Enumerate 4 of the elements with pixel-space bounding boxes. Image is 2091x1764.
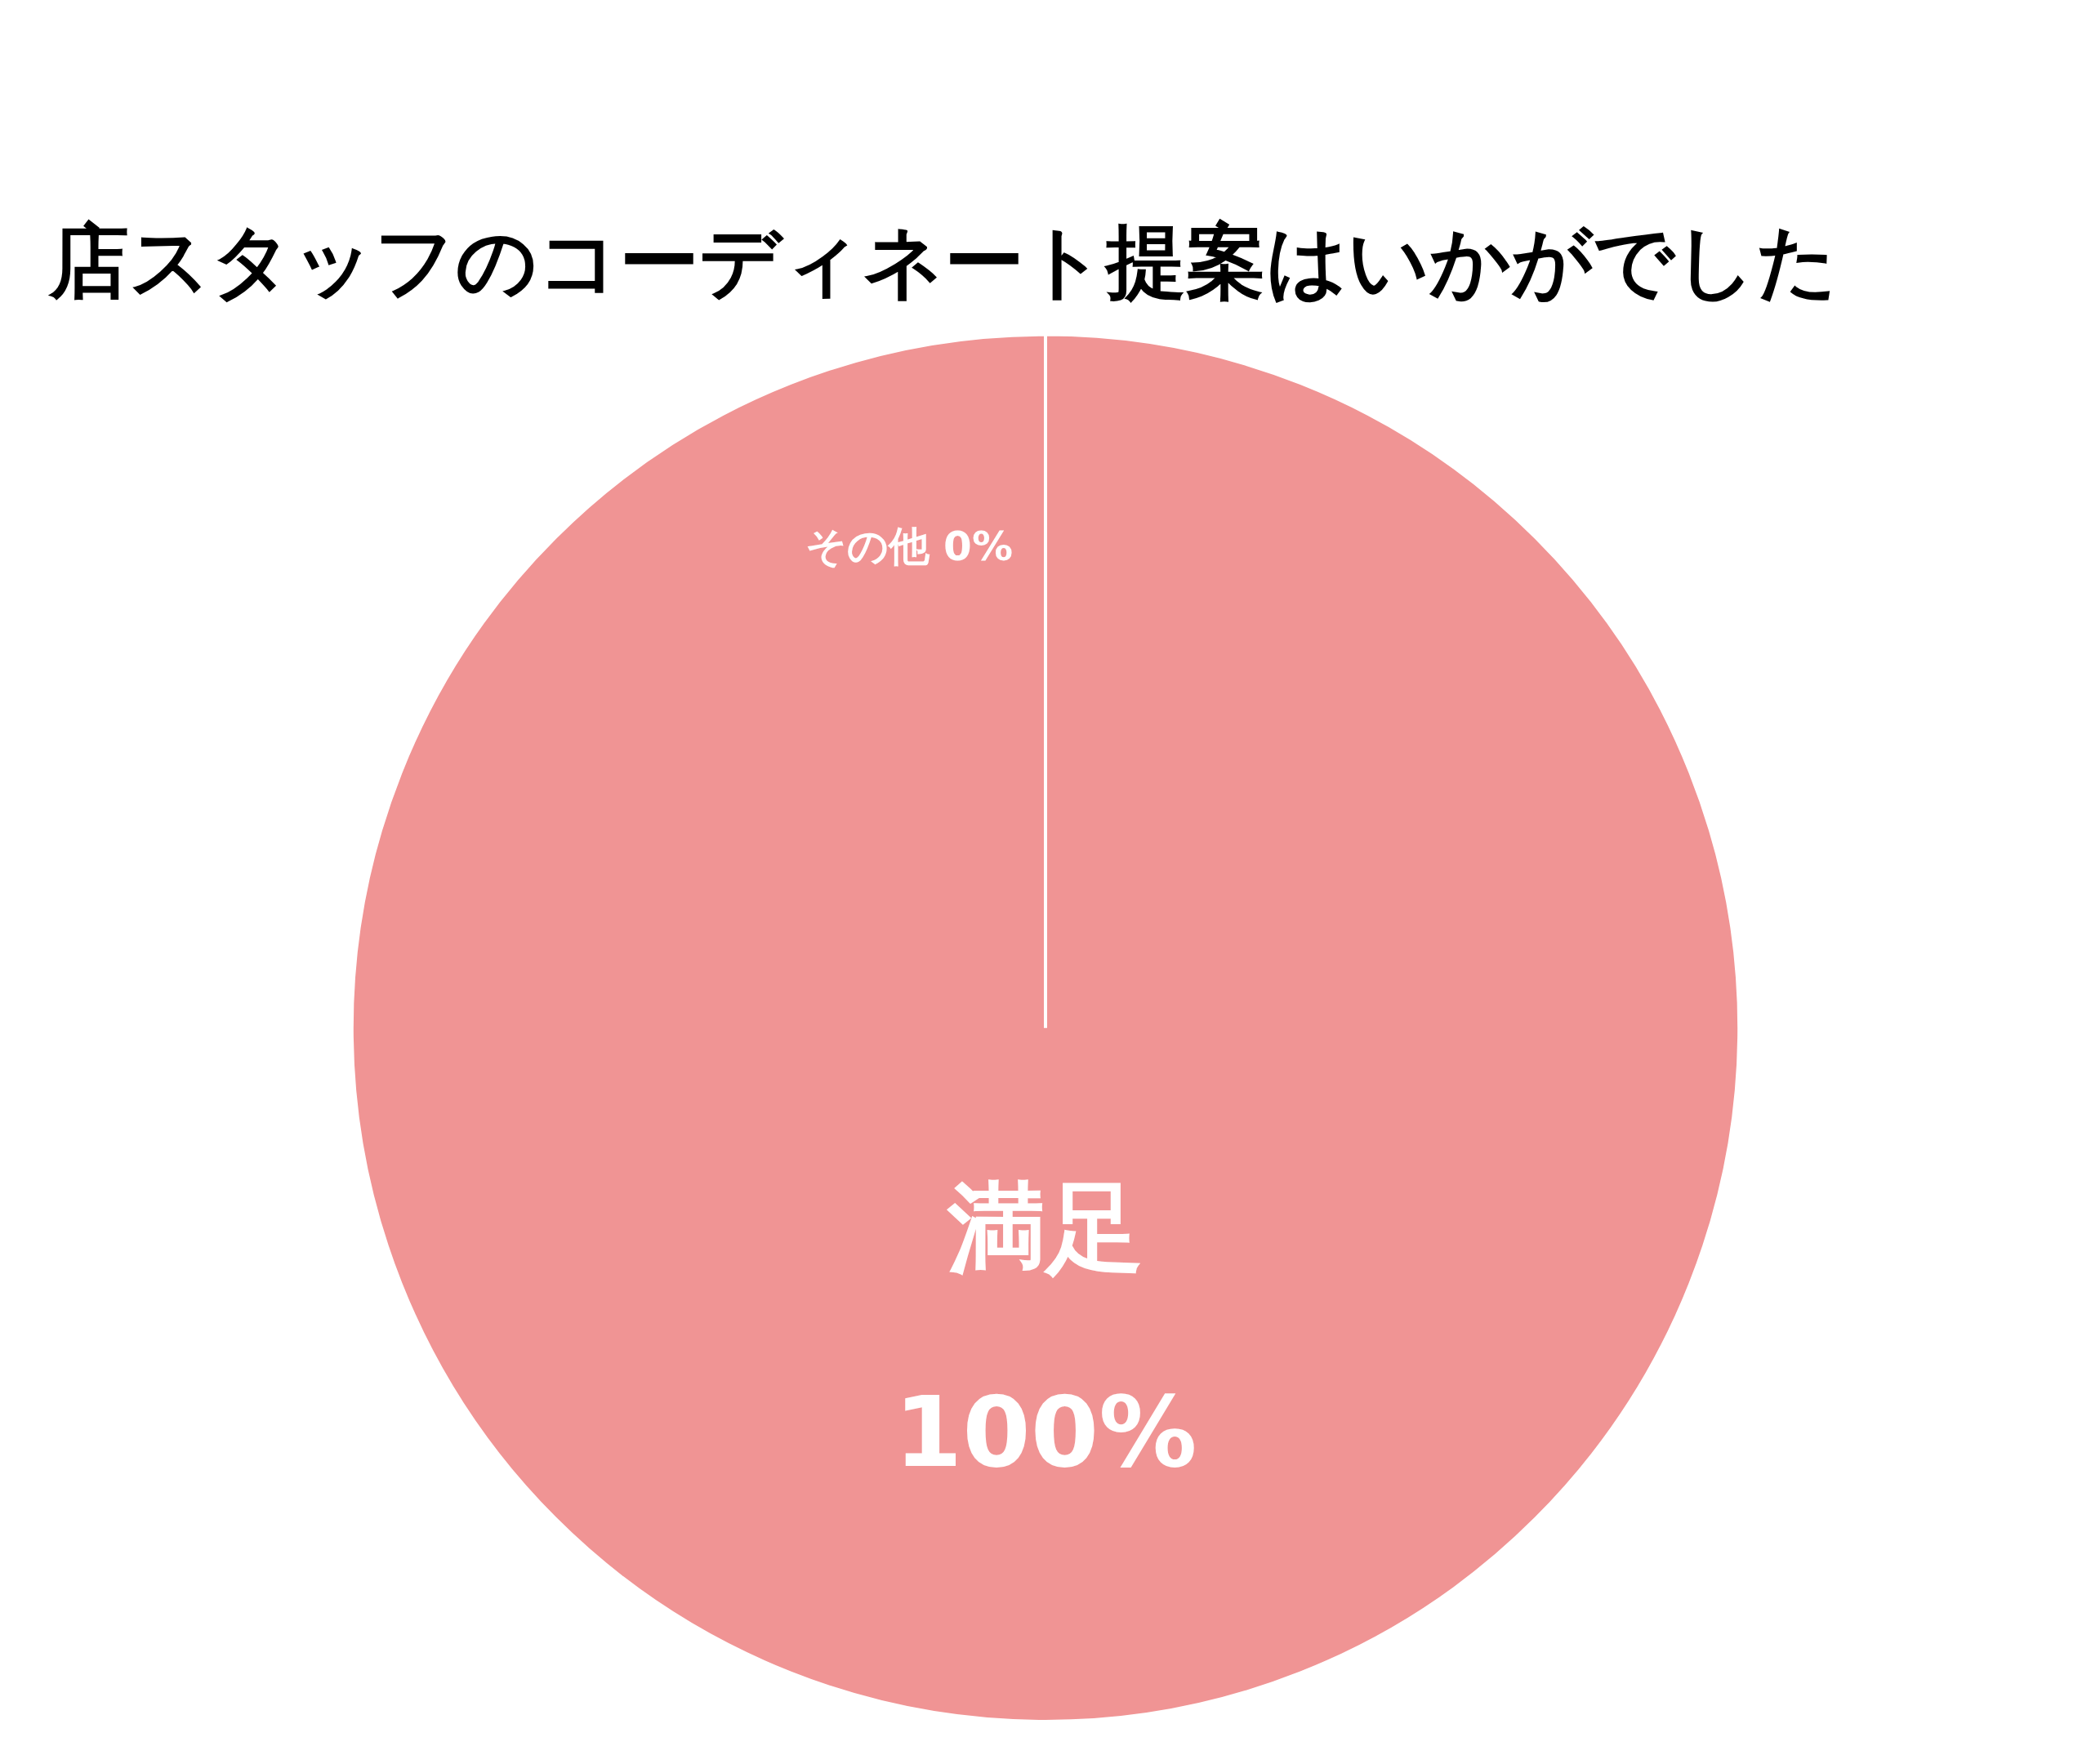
chart-title: 店スタッフのコーディネート提案はいかがでした <box>47 215 1838 309</box>
category-label: その他 0% <box>805 522 1013 570</box>
slice-label: 満足 <box>947 1170 1144 1285</box>
data-label: 100% <box>894 1374 1197 1489</box>
